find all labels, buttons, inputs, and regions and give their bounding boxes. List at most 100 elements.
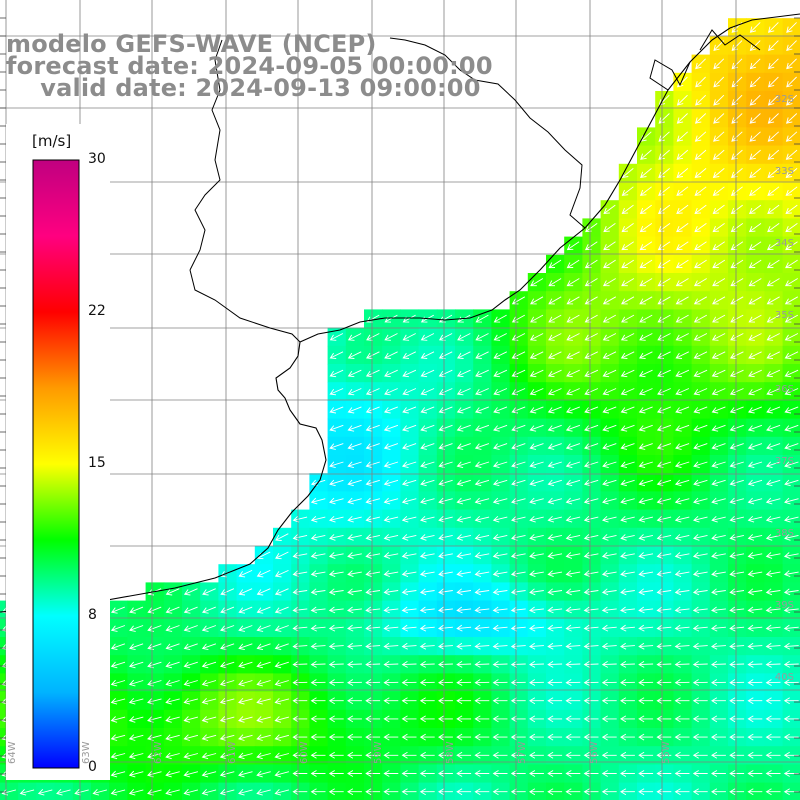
wind-arrow xyxy=(347,751,362,759)
wind-arrow xyxy=(56,788,71,796)
wind-arrow xyxy=(438,497,453,505)
wind-arrow xyxy=(765,588,781,596)
wind-arrow xyxy=(456,606,472,614)
wind-arrow xyxy=(583,661,599,668)
wind-arrow xyxy=(692,679,708,686)
wind-arrow xyxy=(401,661,417,668)
wind-arrow xyxy=(529,733,544,741)
wind-arrow xyxy=(547,406,562,414)
wind-arrow xyxy=(765,788,781,796)
wind-arrow xyxy=(584,296,598,305)
wind-arrow xyxy=(310,715,326,723)
wind-arrow xyxy=(656,606,672,614)
wind-arrow xyxy=(129,625,144,632)
wind-arrow xyxy=(674,715,690,723)
wind-arrow xyxy=(365,570,381,578)
wind-arrow xyxy=(365,715,381,723)
wind-arrow xyxy=(712,186,725,196)
wind-arrow xyxy=(438,588,453,596)
wind-arrow xyxy=(456,424,471,432)
wind-arrow xyxy=(565,570,581,578)
wind-arrow xyxy=(365,751,381,759)
wind-arrow xyxy=(601,733,617,741)
wind-arrow xyxy=(110,788,126,796)
wind-arrow xyxy=(183,770,199,778)
wind-arrow xyxy=(712,168,725,178)
wind-arrow xyxy=(402,443,417,450)
wind-arrow xyxy=(729,497,745,505)
wind-arrow xyxy=(583,715,599,723)
wind-arrow xyxy=(601,751,617,759)
wind-arrow xyxy=(565,552,581,559)
wind-arrow xyxy=(602,314,617,323)
wind-arrow xyxy=(220,643,235,651)
wind-arrow xyxy=(638,624,654,632)
wind-arrow xyxy=(711,570,726,578)
wind-arrow xyxy=(511,534,526,541)
wind-arrow xyxy=(274,770,290,778)
wind-arrow xyxy=(601,552,617,559)
wind-arrow xyxy=(347,697,362,705)
wind-arrow xyxy=(783,588,799,596)
wind-arrow xyxy=(638,606,654,614)
wind-arrow xyxy=(328,570,344,578)
wind-arrow xyxy=(729,624,745,632)
wind-arrow xyxy=(183,625,198,632)
wind-arrow xyxy=(656,751,672,759)
wind-arrow xyxy=(676,168,689,178)
wind-arrow xyxy=(694,149,707,160)
wind-arrow xyxy=(729,515,745,523)
wind-arrow xyxy=(329,461,344,469)
wind-arrow xyxy=(674,461,690,469)
wind-arrow xyxy=(475,388,489,396)
wind-arrow xyxy=(438,770,453,777)
wind-arrow xyxy=(456,588,472,596)
wind-arrow xyxy=(747,788,763,796)
wind-arrow xyxy=(784,296,799,305)
wind-arrow xyxy=(765,570,781,578)
wind-arrow xyxy=(548,351,562,359)
wind-arrow xyxy=(729,388,744,396)
wind-arrow xyxy=(547,479,562,487)
wind-arrow xyxy=(547,788,563,796)
wind-arrow xyxy=(584,406,599,414)
wind-arrow xyxy=(692,570,708,578)
wind-arrow xyxy=(547,679,563,686)
wind-arrow xyxy=(492,788,508,796)
wind-arrow xyxy=(492,534,508,541)
wind-arrow xyxy=(510,552,526,559)
wind-arrow xyxy=(620,661,635,668)
lon-label: 59W xyxy=(373,741,384,764)
wind-arrow xyxy=(620,588,635,596)
wind-arrow xyxy=(419,751,435,759)
wind-arrow xyxy=(693,515,708,523)
wind-arrow xyxy=(256,625,271,632)
wind-arrow xyxy=(37,788,53,796)
wind-arrow xyxy=(602,333,617,341)
wind-arrow xyxy=(620,788,635,796)
wind-arrow xyxy=(692,751,708,759)
wind-arrow xyxy=(547,697,563,705)
wind-arrow xyxy=(638,461,653,469)
wind-arrow xyxy=(202,588,216,596)
wind-arrow xyxy=(256,697,271,705)
wind-arrow xyxy=(765,461,781,469)
wind-arrow xyxy=(601,788,617,796)
wind-arrow xyxy=(620,624,635,632)
wind-arrow xyxy=(456,715,472,723)
wind-arrow xyxy=(656,443,672,450)
wind-arrow xyxy=(785,259,798,269)
wind-arrow xyxy=(128,697,144,705)
wind-arrow xyxy=(693,369,708,378)
wind-arrow xyxy=(529,788,544,796)
wind-arrow xyxy=(438,534,453,541)
wind-arrow xyxy=(419,715,435,723)
wind-arrow xyxy=(584,443,599,450)
wind-arrow xyxy=(620,642,635,650)
wind-arrow xyxy=(219,697,235,705)
wind-arrow xyxy=(747,497,763,505)
wind-arrow xyxy=(638,388,653,396)
wind-arrow xyxy=(347,588,362,596)
wind-arrow xyxy=(474,788,490,796)
wind-arrow xyxy=(638,751,654,759)
